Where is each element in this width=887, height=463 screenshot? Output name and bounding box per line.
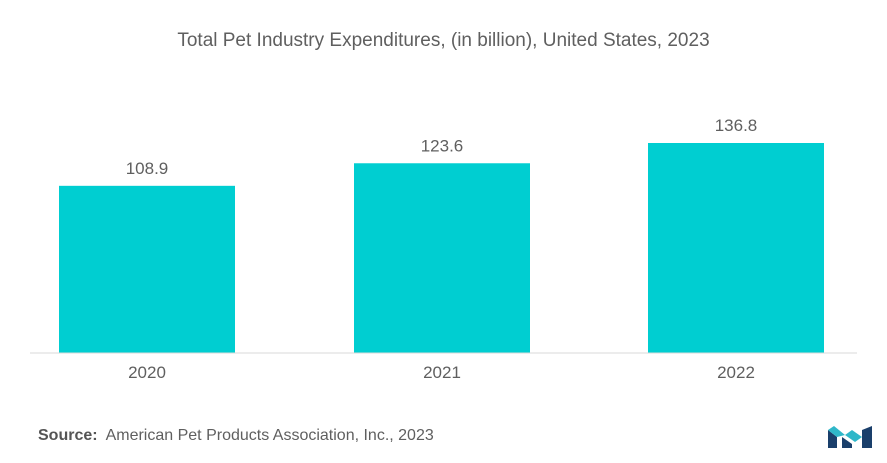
labels-layer: 108.9 2020 123.6 2021 136.8 2022 (126, 116, 758, 382)
bar-2021 (354, 163, 530, 353)
mordor-intelligence-logo-icon (828, 426, 872, 448)
source-label: Source: (38, 427, 98, 444)
bar-2022 (648, 143, 824, 353)
chart-title: Total Pet Industry Expenditures, (in bil… (177, 30, 710, 51)
x-tick-label-2022: 2022 (717, 363, 755, 382)
value-label-2022: 136.8 (715, 116, 758, 135)
source-note: Source: American Pet Products Association… (38, 427, 434, 445)
x-tick-label-2021: 2021 (423, 363, 461, 382)
bar-2020 (59, 185, 235, 353)
x-tick-label-2020: 2020 (128, 363, 166, 382)
source-text: American Pet Products Association, Inc.,… (105, 427, 434, 444)
value-label-2020: 108.9 (126, 159, 169, 178)
bars-layer (59, 143, 824, 353)
value-label-2021: 123.6 (421, 136, 464, 155)
